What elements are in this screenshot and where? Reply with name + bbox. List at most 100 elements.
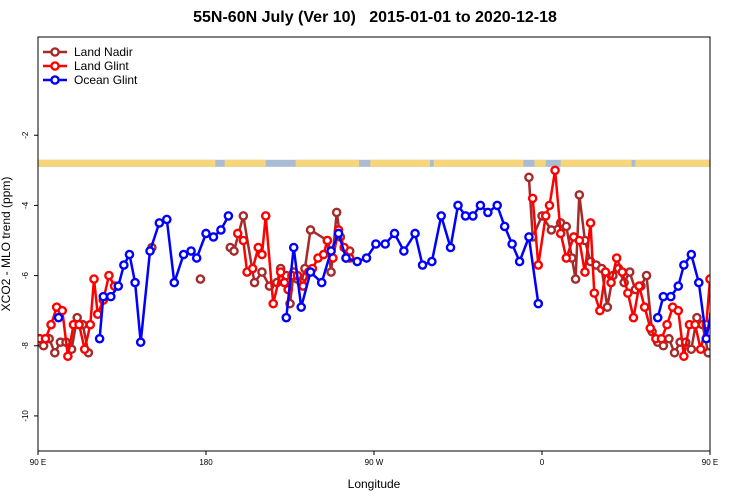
data-point <box>89 274 99 284</box>
data-point <box>427 256 437 267</box>
data-point <box>611 253 622 263</box>
data-point <box>662 319 672 330</box>
data-point <box>705 274 710 284</box>
data-point <box>326 246 336 256</box>
band-land-4 <box>433 159 524 167</box>
data-point <box>666 291 676 302</box>
data-point <box>734 261 741 268</box>
data-point <box>113 281 124 291</box>
data-point <box>40 333 51 344</box>
data-point <box>524 232 534 242</box>
data-point <box>145 246 155 256</box>
band-land-7 <box>635 159 710 167</box>
y-tick-label: -2 <box>21 131 30 139</box>
legend-item: Land Glint <box>43 59 129 73</box>
data-point <box>580 267 590 277</box>
data-point <box>708 293 710 300</box>
data-point <box>85 319 96 330</box>
data-point <box>533 260 544 270</box>
data-point <box>701 333 710 344</box>
data-point <box>98 291 109 302</box>
data-point <box>178 249 189 260</box>
data-point <box>281 312 292 323</box>
data-point <box>232 228 243 239</box>
data-point <box>106 291 116 302</box>
series-ocean-glint <box>53 200 741 348</box>
data-point <box>721 272 728 279</box>
data-point <box>119 260 129 270</box>
data-point <box>445 242 456 253</box>
data-point <box>268 298 279 309</box>
data-point <box>191 253 202 263</box>
axis-ticks: 90 E 180 90 W 0 90 E -2 -4 -6 -8 -10 <box>21 131 718 467</box>
data-point <box>561 221 572 232</box>
y-tick-label: -6 <box>21 271 30 279</box>
data-point <box>628 312 639 323</box>
data-point <box>130 277 140 288</box>
data-point <box>623 288 633 298</box>
data-point <box>527 193 538 204</box>
data-point <box>624 267 635 277</box>
band-land-5 <box>534 159 546 167</box>
band-land-2 <box>295 159 360 167</box>
data-point <box>673 305 684 316</box>
data-point <box>544 200 555 211</box>
data-point <box>53 312 64 323</box>
data-point <box>475 200 486 211</box>
data-point <box>727 279 734 286</box>
data-point <box>257 249 267 260</box>
data-point <box>617 267 628 277</box>
band-land-0 <box>38 159 216 167</box>
band-land-1 <box>224 159 266 167</box>
data-point <box>410 228 420 239</box>
data-point <box>161 214 172 225</box>
x-tick-label: 180 <box>199 458 213 467</box>
data-point <box>361 253 372 263</box>
data-point <box>279 277 290 288</box>
data-point <box>658 291 669 302</box>
x-axis-label: Longitude <box>348 477 401 491</box>
data-point <box>589 288 600 298</box>
data-point <box>135 337 146 348</box>
data-point <box>288 242 299 253</box>
band-land-6 <box>560 159 632 167</box>
data-point <box>249 277 260 288</box>
data-point <box>690 319 700 330</box>
legend-swatch-marker <box>50 47 60 57</box>
legend-item: Ocean Glint <box>43 73 138 87</box>
data-point <box>253 242 264 253</box>
data-point <box>550 165 560 176</box>
data-point <box>305 225 316 235</box>
data-point <box>331 207 342 218</box>
data-point <box>561 253 572 263</box>
data-point <box>669 347 680 358</box>
data-point <box>524 172 534 183</box>
data-point <box>727 283 734 290</box>
data-point <box>257 267 267 277</box>
data-point <box>694 277 704 288</box>
data-point <box>641 270 652 281</box>
data-point <box>460 211 471 221</box>
data-point <box>652 312 663 323</box>
x-tick-label: 90 W <box>365 458 384 467</box>
data-point <box>208 232 219 242</box>
data-point <box>570 274 581 284</box>
data-point <box>574 190 585 200</box>
x-tick-label: 0 <box>540 458 545 467</box>
data-point <box>664 333 674 344</box>
data-point <box>74 319 84 330</box>
data-point <box>296 302 307 312</box>
data-point <box>305 267 316 277</box>
data-point <box>703 347 710 358</box>
data-point <box>600 267 611 277</box>
data-point <box>656 333 667 344</box>
data-point <box>352 256 363 267</box>
data-point <box>507 239 517 249</box>
data-point <box>417 260 428 270</box>
data-point <box>104 270 114 281</box>
data-point <box>533 298 544 309</box>
data-point <box>492 200 503 211</box>
x-tick-label: 90 E <box>702 458 718 467</box>
